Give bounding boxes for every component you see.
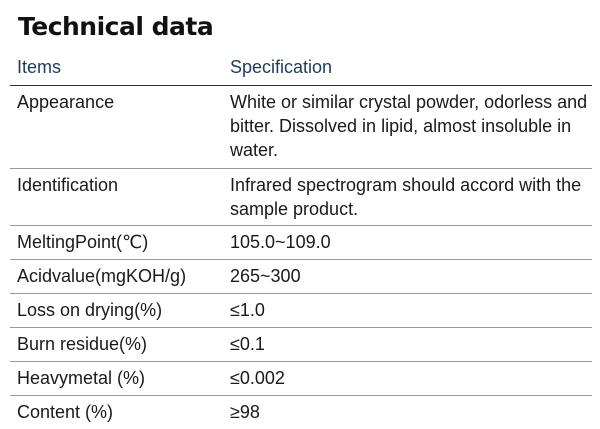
specification-cell: White or similar crystal powder, odorles… bbox=[230, 85, 592, 169]
item-cell: Loss on drying(%) bbox=[10, 293, 230, 328]
page-title: Technical data bbox=[18, 12, 214, 41]
table-row: Appearance White or similar crystal powd… bbox=[10, 85, 592, 169]
table-header-row: Items Specification bbox=[10, 50, 592, 86]
item-cell: Identification bbox=[10, 168, 230, 226]
table-row: Acidvalue(mgKOH/g) 265~300 bbox=[10, 259, 592, 294]
specification-cell: Infrared spectrogram should accord with … bbox=[230, 168, 592, 226]
table-row: Loss on drying(%) ≤1.0 bbox=[10, 293, 592, 328]
table-row: Burn residue(%) ≤0.1 bbox=[10, 327, 592, 362]
column-header-specification: Specification bbox=[230, 50, 592, 86]
technical-data-table: Items Specification Appearance White or … bbox=[10, 50, 592, 429]
item-cell: MeltingPoint(℃) bbox=[10, 225, 230, 260]
table-row: Identification Infrared spectrogram shou… bbox=[10, 168, 592, 226]
item-cell: Burn residue(%) bbox=[10, 327, 230, 362]
item-cell: Content (%) bbox=[17, 401, 114, 422]
specification-cell: ≤1.0 bbox=[230, 293, 592, 328]
item-cell: Acidvalue(mgKOH/g) bbox=[10, 259, 230, 294]
specification-cell: ≥98 bbox=[230, 401, 260, 422]
specification-cell: 105.0~109.0 bbox=[230, 225, 592, 260]
column-header-items: Items bbox=[10, 50, 230, 86]
specification-cell: 265~300 bbox=[230, 259, 592, 294]
table-row: Heavymetal (%) ≤0.002 bbox=[10, 361, 592, 396]
specification-cell: ≤0.002 bbox=[230, 361, 592, 396]
item-cell: Appearance bbox=[10, 85, 230, 169]
table-row: MeltingPoint(℃) 105.0~109.0 bbox=[10, 225, 592, 260]
table-row: Content (%) ≥98 bbox=[10, 395, 592, 429]
item-cell: Heavymetal (%) bbox=[10, 361, 230, 396]
specification-cell: ≤0.1 bbox=[230, 327, 592, 362]
